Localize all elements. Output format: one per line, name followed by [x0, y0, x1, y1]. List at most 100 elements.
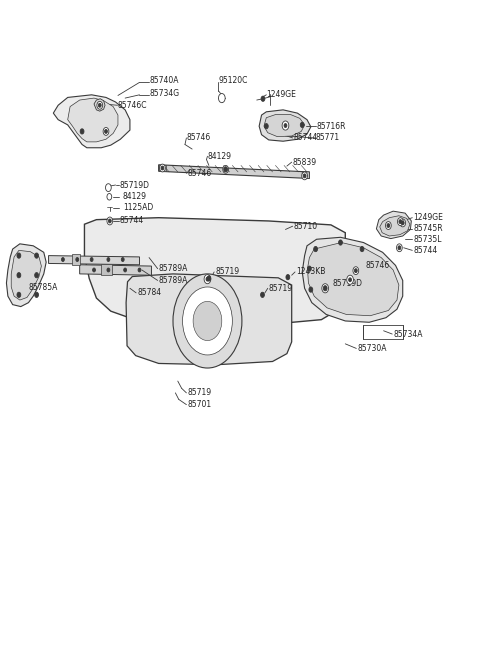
Circle shape — [61, 257, 64, 261]
Circle shape — [107, 193, 112, 200]
Text: 85719D: 85719D — [332, 279, 362, 288]
Polygon shape — [94, 99, 105, 111]
Text: 85744: 85744 — [413, 246, 437, 255]
Circle shape — [302, 172, 308, 179]
Circle shape — [309, 287, 313, 292]
Circle shape — [282, 121, 289, 130]
Text: 85745R: 85745R — [413, 224, 443, 233]
Text: 85789A: 85789A — [158, 264, 188, 273]
Polygon shape — [158, 165, 166, 172]
Polygon shape — [158, 165, 310, 178]
Circle shape — [80, 129, 84, 134]
Circle shape — [121, 257, 124, 261]
Text: 1249GE: 1249GE — [266, 90, 296, 100]
Polygon shape — [48, 255, 140, 265]
Text: 85719D: 85719D — [120, 181, 149, 189]
Circle shape — [400, 219, 406, 227]
Circle shape — [303, 174, 306, 178]
Text: 95120C: 95120C — [218, 76, 248, 85]
Circle shape — [314, 246, 318, 252]
Circle shape — [124, 268, 127, 272]
Polygon shape — [101, 264, 112, 275]
Circle shape — [261, 96, 265, 102]
Circle shape — [107, 268, 110, 272]
Circle shape — [347, 275, 353, 284]
Circle shape — [138, 268, 141, 272]
Text: 85719: 85719 — [215, 267, 239, 276]
Text: 85744: 85744 — [120, 216, 144, 225]
Circle shape — [348, 278, 351, 282]
Text: 85710: 85710 — [294, 221, 318, 231]
Polygon shape — [53, 95, 130, 148]
Circle shape — [35, 272, 38, 278]
Text: 85730A: 85730A — [357, 344, 387, 353]
Polygon shape — [308, 242, 399, 316]
Circle shape — [159, 164, 165, 172]
Circle shape — [161, 166, 164, 170]
Circle shape — [322, 284, 328, 293]
Circle shape — [35, 253, 38, 258]
Circle shape — [107, 217, 113, 225]
Text: 85746: 85746 — [365, 261, 390, 270]
Text: 85785A: 85785A — [28, 283, 58, 292]
Circle shape — [207, 276, 211, 281]
Text: 85701: 85701 — [187, 400, 212, 409]
Text: 85744: 85744 — [294, 134, 318, 142]
Circle shape — [206, 277, 209, 281]
Polygon shape — [259, 110, 311, 141]
Circle shape — [223, 166, 228, 174]
Circle shape — [300, 122, 304, 128]
Circle shape — [98, 103, 101, 107]
Text: 85719: 85719 — [269, 284, 293, 293]
Text: 85734G: 85734G — [149, 89, 179, 98]
Circle shape — [182, 287, 232, 355]
Circle shape — [401, 221, 404, 225]
Circle shape — [261, 292, 264, 297]
Circle shape — [97, 102, 103, 109]
Polygon shape — [6, 244, 46, 307]
Polygon shape — [380, 215, 410, 236]
Circle shape — [360, 246, 364, 252]
Text: 84129: 84129 — [208, 152, 232, 160]
Circle shape — [76, 257, 79, 261]
Circle shape — [264, 124, 268, 129]
Text: 85735L: 85735L — [413, 234, 442, 244]
Text: 85746C: 85746C — [118, 101, 147, 110]
Circle shape — [204, 274, 211, 284]
Circle shape — [308, 266, 312, 271]
Text: 85740A: 85740A — [149, 76, 179, 85]
Circle shape — [107, 257, 110, 261]
Circle shape — [385, 221, 391, 229]
Circle shape — [106, 183, 111, 191]
Circle shape — [323, 286, 327, 291]
Circle shape — [105, 130, 108, 134]
Circle shape — [193, 301, 222, 341]
Circle shape — [284, 124, 287, 128]
Polygon shape — [302, 172, 310, 178]
Circle shape — [17, 253, 21, 258]
Circle shape — [218, 94, 225, 103]
Polygon shape — [376, 211, 411, 238]
Circle shape — [398, 246, 401, 250]
Text: 1249GE: 1249GE — [413, 213, 443, 222]
Circle shape — [399, 219, 402, 223]
Circle shape — [108, 219, 111, 223]
Text: 1125AD: 1125AD — [123, 204, 153, 212]
Text: 1243KB: 1243KB — [296, 267, 325, 276]
Circle shape — [387, 223, 390, 227]
Circle shape — [354, 269, 357, 272]
Circle shape — [286, 274, 290, 280]
Polygon shape — [264, 115, 305, 137]
Polygon shape — [302, 237, 403, 322]
Polygon shape — [72, 254, 80, 265]
Circle shape — [103, 128, 109, 136]
Text: 85716R: 85716R — [317, 122, 346, 131]
Polygon shape — [11, 250, 41, 300]
Circle shape — [93, 268, 96, 272]
Polygon shape — [84, 217, 345, 322]
Circle shape — [338, 240, 342, 245]
Circle shape — [397, 217, 403, 225]
Circle shape — [17, 292, 21, 297]
Circle shape — [90, 257, 93, 261]
Circle shape — [17, 272, 21, 278]
